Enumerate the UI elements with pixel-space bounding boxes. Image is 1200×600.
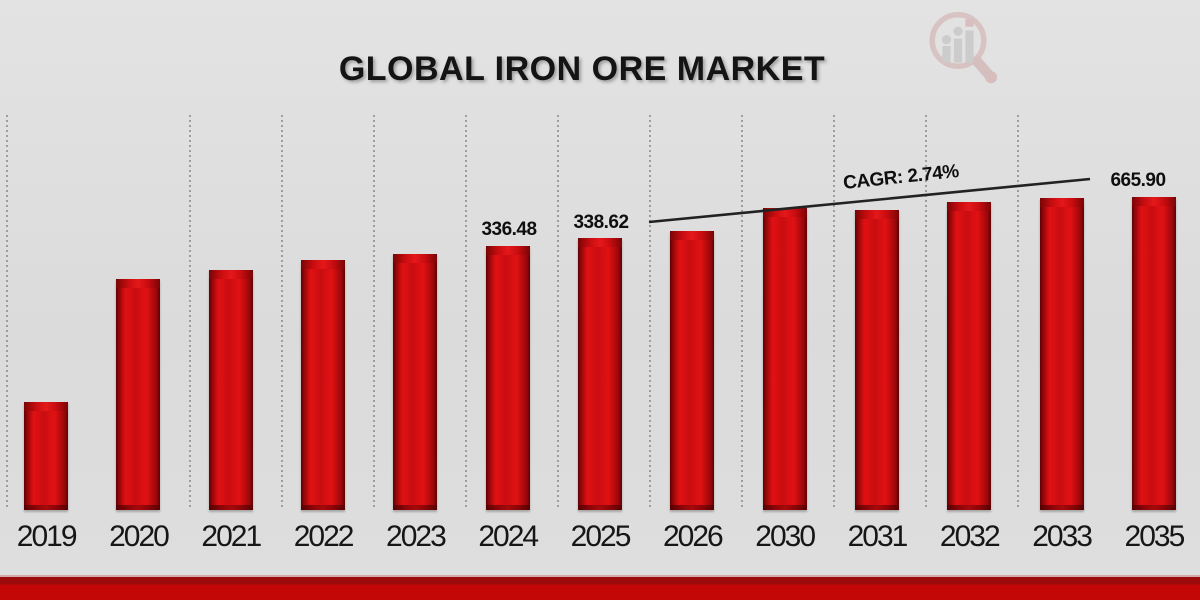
bar-2035 (1131, 197, 1176, 510)
bar-series (0, 110, 1200, 510)
x-axis-label-2026: 2026 (662, 520, 724, 553)
data-label: 665.90 (1110, 170, 1166, 191)
x-axis-label-2021: 2021 (201, 520, 262, 553)
bar-2023 (393, 254, 438, 510)
x-axis-label-2030: 2030 (755, 520, 816, 553)
gridline (557, 115, 559, 510)
bar-slot (646, 110, 738, 510)
chart-title: GLOBAL IRON ORE MARKET (338, 50, 826, 88)
bar-slot (0, 110, 92, 510)
bar-2020 (116, 279, 161, 510)
bar-slot (462, 110, 554, 510)
bar-2019 (24, 402, 69, 510)
bottom-accent-strip (0, 575, 1200, 600)
gridline (1017, 115, 1019, 510)
bar-slot (369, 110, 461, 510)
bar-chart-plot-area (0, 110, 1200, 510)
x-axis-labels: 2019 2020 2021 2022 2023 2024 2025 2026 2030 2031… (0, 520, 1200, 560)
x-axis-label-2022: 2022 (293, 520, 355, 553)
bar-2025 (578, 238, 623, 510)
magnifier-bar-chart-logo-icon (912, 0, 1004, 92)
bar-2033 (1039, 198, 1084, 510)
bar-slot (92, 110, 184, 510)
gridline (833, 115, 835, 510)
bar-slot (554, 110, 646, 510)
x-axis-label-2025: 2025 (570, 520, 632, 553)
gridline (649, 115, 651, 510)
bar-slot (1015, 110, 1107, 510)
x-axis-label-2019: 2019 (16, 520, 78, 553)
gridline (373, 115, 375, 510)
x-axis-label-2023: 2023 (386, 520, 447, 553)
gridline (6, 115, 8, 510)
bar-2032 (947, 202, 992, 510)
data-label: 338.62 (573, 212, 629, 233)
x-axis-label-2031: 2031 (847, 520, 909, 553)
gridline (189, 115, 191, 510)
x-axis-label-2032: 2032 (939, 520, 1001, 553)
data-label: 336.48 (481, 219, 537, 240)
gridline (741, 115, 743, 510)
bar-2031 (854, 210, 899, 510)
x-axis-label-2020: 2020 (109, 520, 170, 553)
gridline (465, 115, 467, 510)
bar-slot (277, 110, 369, 510)
x-axis-label-2035: 2035 (1124, 520, 1186, 553)
bar-slot (739, 110, 831, 510)
bar-2030 (762, 208, 807, 510)
x-axis-label-2024: 2024 (478, 520, 539, 553)
bar-2026 (670, 231, 715, 510)
x-axis-label-2033: 2033 (1032, 520, 1093, 553)
bar-2022 (301, 260, 346, 510)
bar-slot (185, 110, 277, 510)
bar-2021 (208, 270, 253, 510)
bar-slot (1108, 110, 1200, 510)
bar-slot (831, 110, 923, 510)
bar-2024 (485, 246, 530, 510)
gridline (281, 115, 283, 510)
gridline (925, 115, 927, 510)
